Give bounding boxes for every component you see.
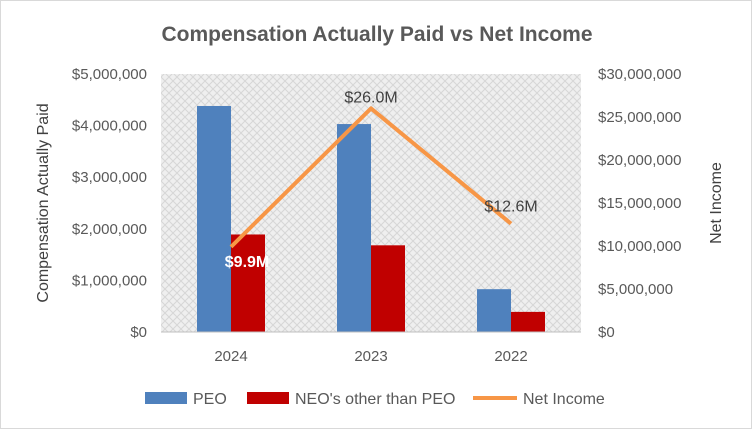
y-axis-label: Compensation Actually Paid: [35, 103, 52, 302]
legend-label-neo: NEO's other than PEO: [295, 391, 455, 408]
y2-tick-label: $20,000,000: [598, 152, 681, 169]
category-labels: 2024 2023 2022: [214, 348, 527, 365]
x-category-label: 2022: [494, 348, 527, 365]
bar-peo-2022: [477, 289, 511, 332]
y2-tick-label: $25,000,000: [598, 109, 681, 126]
legend: PEO NEO's other than PEO Net Income: [145, 391, 605, 408]
bar-neo-2023: [371, 245, 405, 332]
x-category-label: 2023: [354, 348, 387, 365]
net-income-line: [229, 106, 513, 249]
y-axis-ticks: $0 $1,000,000 $2,000,000 $3,000,000 $4,000,0…: [72, 66, 147, 341]
legend-label-net-income: Net Income: [523, 391, 605, 408]
y-tick-label: $5,000,000: [72, 66, 147, 83]
legend-swatch-neo: [247, 392, 289, 404]
y2-tick-label: $30,000,000: [598, 66, 681, 83]
bar-neo-2022: [511, 311, 545, 332]
y2-axis-ticks: $0 $5,000,000 $10,000,000 $15,000,000 $20,00…: [598, 66, 681, 341]
legend-swatch-peo: [145, 392, 187, 404]
y-tick-label: $4,000,000: [72, 118, 147, 135]
y2-tick-label: $5,000,000: [598, 281, 673, 298]
bar-neo-2024: [231, 234, 265, 332]
x-category-label: 2024: [214, 348, 247, 365]
chart-title: Compensation Actually Paid vs Net Income: [162, 23, 593, 46]
y2-tick-label: $10,000,000: [598, 238, 681, 255]
bars-group: [197, 105, 545, 332]
bar-peo-2023: [337, 124, 371, 332]
y2-axis-label: Net Income: [708, 162, 725, 244]
y2-tick-label: $0: [598, 324, 615, 341]
y-tick-label: $3,000,000: [72, 169, 147, 186]
net-income-data-label: $12.6M: [484, 199, 537, 216]
net-income-line-group: $9.9M $26.0M $12.6M: [225, 89, 538, 270]
y-tick-label: $2,000,000: [72, 221, 147, 238]
net-income-data-label: $26.0M: [344, 89, 397, 106]
net-income-data-label: $9.9M: [225, 254, 269, 271]
y-tick-label: $0: [130, 324, 147, 341]
y-tick-label: $1,000,000: [72, 272, 147, 289]
y2-tick-label: $15,000,000: [598, 195, 681, 212]
legend-label-peo: PEO: [193, 391, 227, 408]
bar-peo-2024: [197, 105, 231, 332]
